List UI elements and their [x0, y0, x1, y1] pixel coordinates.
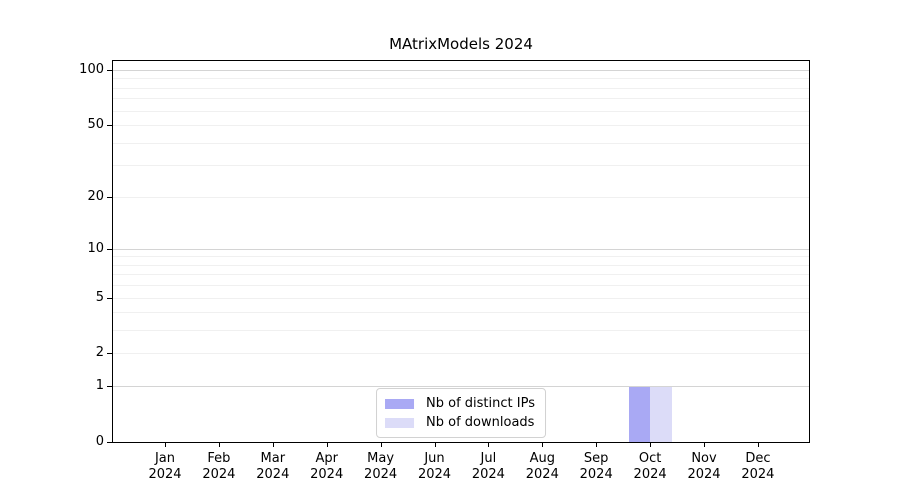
x-tick-year: 2024	[471, 467, 505, 482]
y-tick-mark	[107, 248, 112, 250]
x-tick-mark	[218, 443, 220, 447]
x-tick-month: Sep	[583, 451, 609, 466]
x-tick-label: Feb 2024	[187, 451, 251, 483]
legend-swatch-downloads	[385, 417, 415, 428]
gridline	[113, 110, 809, 112]
y-tick-mark	[107, 70, 112, 71]
x-tick-year: 2024	[256, 467, 290, 482]
y-tick-mark	[107, 297, 112, 299]
gridline	[113, 165, 809, 167]
legend-label: Nb of downloads	[426, 415, 535, 430]
x-tick-month: Jul	[480, 451, 497, 466]
gridline	[113, 70, 809, 71]
x-tick-year: 2024	[633, 467, 667, 482]
x-tick-label: Apr 2024	[295, 451, 359, 483]
gridline	[113, 142, 809, 144]
legend-swatch-distinct-ips	[385, 398, 415, 409]
y-tick-label: 1	[95, 378, 104, 394]
x-tick-label: Jul 2024	[456, 451, 520, 483]
plot-area: Nb of distinct IPs Nb of downloads 0 1 2 5 10…	[79, 60, 810, 482]
y-tick-mark	[107, 386, 112, 388]
x-tick-mark	[380, 443, 382, 447]
gridline	[113, 78, 809, 80]
y-tick-label: 10	[87, 240, 104, 256]
x-tick-label: Aug 2024	[510, 451, 574, 483]
bar-distinct-ips	[628, 386, 651, 442]
x-tick-month: Mar	[260, 451, 286, 466]
x-tick-year: 2024	[417, 467, 452, 482]
x-tick-label: Dec 2024	[726, 451, 790, 483]
x-tick-year: 2024	[579, 467, 613, 482]
y-tick-mark	[107, 125, 112, 127]
y-tick-label: 5	[95, 289, 104, 305]
x-tick-month: Feb	[207, 451, 231, 466]
x-tick-mark	[596, 443, 598, 447]
x-tick-year: 2024	[687, 467, 721, 482]
x-tick-label: Sep 2024	[564, 451, 628, 483]
gridline	[113, 330, 809, 332]
x-tick-mark	[434, 443, 436, 447]
x-tick-mark	[488, 443, 490, 447]
y-tick-label: 100	[79, 62, 104, 77]
gridline	[113, 274, 809, 276]
x-tick-label: Jan 2024	[133, 451, 197, 483]
gridline	[113, 87, 809, 89]
x-tick-label: Mar 2024	[241, 451, 305, 483]
x-tick-label: Nov 2024	[672, 451, 736, 483]
x-tick-year: 2024	[525, 467, 559, 482]
gridline	[113, 248, 809, 250]
gridline	[113, 98, 809, 100]
bar-downloads	[650, 386, 672, 442]
legend-label: Nb of distinct IPs	[426, 396, 535, 411]
y-tick-mark	[107, 353, 112, 355]
x-tick-month: Dec	[745, 451, 771, 466]
y-tick-mark	[107, 442, 112, 443]
gridline	[113, 196, 809, 198]
gridline	[113, 353, 809, 355]
gridline	[113, 312, 809, 314]
gridline	[113, 297, 809, 299]
chart-title: MAtrixModels 2024	[389, 35, 533, 53]
x-tick-mark	[272, 443, 274, 447]
x-tick-month: Jan	[154, 451, 176, 466]
x-tick-month: Oct	[638, 451, 662, 466]
x-tick-year: 2024	[364, 467, 398, 482]
y-tick-mark	[107, 196, 112, 198]
x-tick-year: 2024	[741, 467, 775, 482]
x-tick-label: Oct 2024	[618, 451, 682, 483]
gridline	[113, 264, 809, 266]
x-tick-mark	[650, 443, 652, 447]
x-tick-mark	[165, 443, 166, 447]
y-tick-label: 0	[95, 434, 104, 449]
x-tick-year: 2024	[148, 467, 182, 482]
x-tick-month: Jun	[424, 451, 445, 466]
legend-row: Nb of distinct IPs	[385, 394, 535, 413]
x-tick-mark	[704, 443, 705, 447]
y-tick-label: 50	[87, 117, 104, 133]
y-tick-label: 2	[95, 345, 104, 361]
gridline	[113, 256, 809, 258]
x-tick-mark	[757, 443, 759, 447]
x-tick-label: May 2024	[349, 451, 413, 483]
gridline	[113, 285, 809, 287]
x-tick-mark	[542, 443, 544, 447]
x-tick-label: Jun 2024	[403, 451, 467, 483]
x-tick-month: May	[367, 451, 395, 466]
x-tick-year: 2024	[202, 467, 236, 482]
x-tick-month: Nov	[691, 451, 717, 466]
x-tick-mark	[326, 443, 328, 447]
y-tick-label: 20	[87, 188, 104, 204]
x-tick-month: Apr	[315, 451, 338, 466]
x-tick-year: 2024	[310, 467, 344, 482]
gridline	[113, 125, 809, 127]
legend-row: Nb of downloads	[385, 413, 535, 432]
gridline	[113, 386, 809, 388]
x-tick-month: Aug	[529, 451, 555, 466]
legend: Nb of distinct IPs Nb of downloads	[376, 388, 546, 438]
